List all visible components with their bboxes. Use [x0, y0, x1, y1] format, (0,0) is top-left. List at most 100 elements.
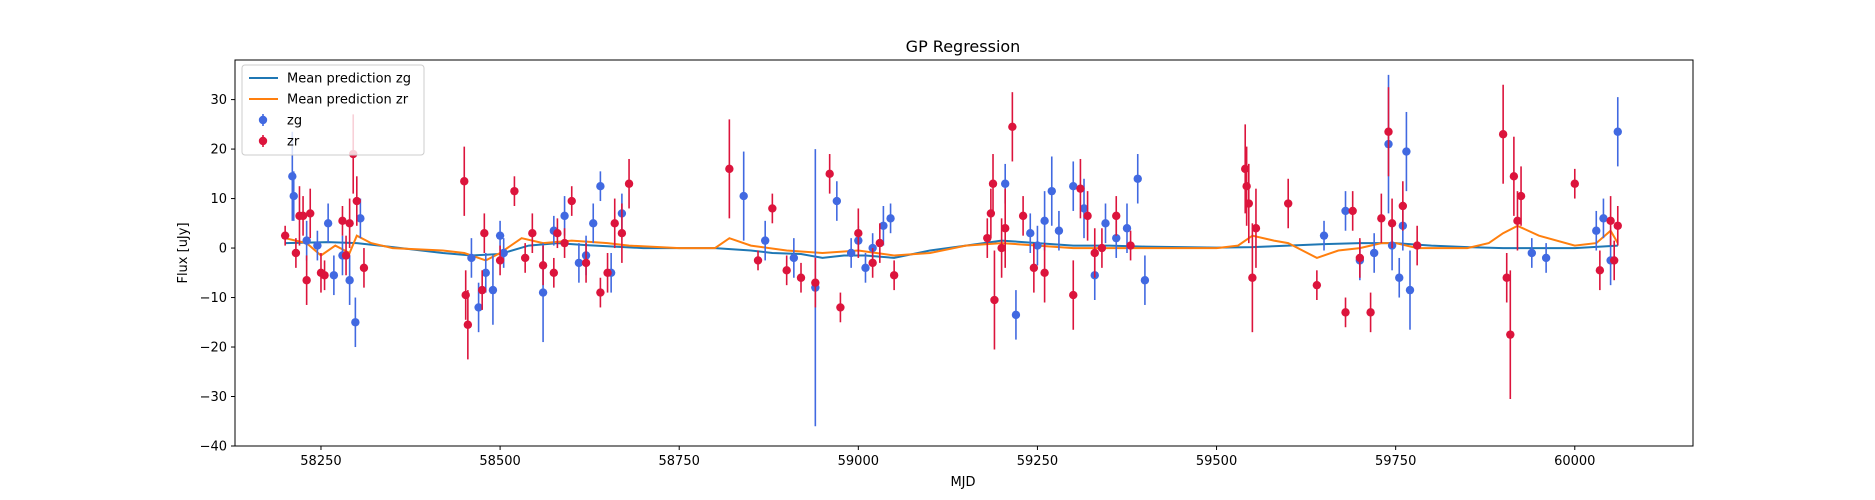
data-point-zr-56 [1069, 290, 1078, 300]
data-point-zg-13 [488, 285, 498, 295]
data-point-zr-42 [854, 229, 863, 238]
data-point-zr-9 [341, 251, 351, 260]
series-group-zr [280, 84, 1622, 399]
data-point-zr-14 [460, 177, 469, 186]
data-point-zr-77 [1398, 201, 1408, 211]
data-point-zg-34 [879, 221, 888, 230]
data-point-zr-38 [796, 273, 806, 282]
data-point-zr-79 [1498, 130, 1508, 139]
data-point-zg-22 [596, 181, 605, 191]
data-point-zg-12 [481, 268, 490, 277]
data-point-zg-46 [1101, 219, 1110, 228]
data-point-zr-86 [1595, 266, 1605, 275]
data-point-zr-82 [1509, 172, 1519, 181]
y-tick-label-3: −10 [200, 291, 227, 306]
data-point-zg-0 [288, 172, 297, 181]
x-tick-label-1: 58500 [479, 454, 520, 469]
data-point-zr-54 [1029, 263, 1039, 273]
x-tick-label-2: 58750 [659, 454, 700, 469]
data-point-zg-3 [313, 241, 322, 250]
data-point-zg-47 [1112, 233, 1121, 243]
data-point-zg-15 [499, 248, 508, 258]
data-point-zr-57 [1076, 184, 1085, 193]
data-point-zr-74 [1377, 214, 1386, 223]
data-point-zg-35 [886, 214, 895, 223]
data-point-zg-43 [1069, 181, 1078, 191]
data-point-zr-60 [1097, 243, 1107, 253]
data-point-zg-26 [760, 236, 770, 245]
data-point-zg-44 [1079, 204, 1089, 213]
data-point-zr-45 [889, 271, 899, 280]
data-point-zr-3 [298, 211, 308, 221]
data-point-zg-16 [538, 288, 548, 297]
axis-ticks: 58250 58500 58750 59000 59250 59500 59750 60000… [200, 93, 1596, 469]
y-tick-label-0: −40 [200, 440, 227, 455]
data-point-zr-68 [1283, 199, 1293, 208]
data-point-zg-37 [1011, 310, 1021, 320]
data-point-zr-87 [1606, 216, 1615, 226]
data-point-zr-13 [359, 263, 369, 273]
data-point-zr-55 [1040, 268, 1049, 277]
data-point-zr-71 [1348, 206, 1357, 216]
data-point-zr-5 [306, 209, 315, 218]
data-point-zg-27 [789, 253, 799, 263]
data-point-zg-52 [1341, 206, 1350, 216]
legend-label-3: zr [287, 135, 300, 150]
data-point-zg-8 [351, 318, 360, 327]
y-axis-label: Flux [uJy] [176, 222, 191, 283]
data-point-zr-78 [1412, 241, 1422, 250]
y-tick-label-6: 20 [210, 143, 227, 158]
data-point-zr-43 [868, 258, 877, 268]
data-point-zr-80 [1502, 273, 1511, 282]
data-point-zr-53 [1018, 211, 1028, 221]
data-point-zr-23 [538, 261, 548, 270]
data-point-zr-89 [1613, 221, 1622, 230]
data-point-zr-50 [997, 243, 1006, 253]
y-tick-label-2: −20 [200, 341, 227, 356]
data-point-zr-41 [836, 303, 845, 312]
data-point-zr-26 [560, 238, 569, 248]
data-point-zr-30 [603, 268, 612, 277]
data-point-zr-32 [617, 229, 627, 238]
data-point-zr-85 [1570, 179, 1579, 188]
data-point-zr-48 [988, 179, 998, 188]
data-point-zr-28 [581, 258, 591, 268]
data-point-zr-36 [768, 204, 777, 213]
data-point-zg-49 [1133, 174, 1142, 183]
data-point-zg-14 [495, 231, 505, 240]
data-point-zr-1 [291, 248, 301, 258]
data-point-zr-7 [320, 271, 329, 280]
data-point-zr-16 [463, 320, 473, 329]
data-point-zr-24 [549, 268, 559, 277]
data-point-zr-35 [753, 256, 763, 265]
data-point-zg-59 [1402, 147, 1411, 156]
data-point-zr-72 [1355, 253, 1365, 263]
data-point-zg-1 [289, 191, 298, 201]
data-point-zr-34 [725, 164, 734, 174]
data-point-zg-2 [302, 236, 311, 245]
data-point-zr-49 [990, 295, 999, 305]
data-point-zr-59 [1090, 248, 1099, 258]
data-point-zg-51 [1319, 231, 1329, 240]
data-point-zg-63 [1592, 226, 1601, 235]
data-point-zg-10 [467, 253, 476, 263]
data-point-zr-75 [1384, 127, 1393, 136]
data-point-zg-66 [1613, 127, 1622, 136]
data-point-zg-54 [1369, 248, 1379, 258]
data-point-zg-32 [861, 263, 870, 273]
data-point-zr-70 [1341, 308, 1350, 317]
data-point-zr-18 [480, 229, 489, 238]
data-point-zr-44 [875, 238, 885, 248]
x-tick-label-3: 59000 [838, 454, 879, 469]
y-tick-label-5: 10 [210, 192, 227, 207]
axes-frame [234, 59, 1694, 447]
data-point-zr-21 [520, 253, 530, 263]
data-point-zg-30 [846, 248, 856, 258]
data-point-zg-4 [323, 219, 333, 228]
data-point-zr-46 [983, 233, 992, 243]
data-point-zr-37 [782, 266, 791, 275]
data-point-zr-51 [1000, 224, 1010, 233]
data-point-zr-58 [1083, 211, 1092, 221]
data-point-zr-22 [528, 229, 537, 238]
